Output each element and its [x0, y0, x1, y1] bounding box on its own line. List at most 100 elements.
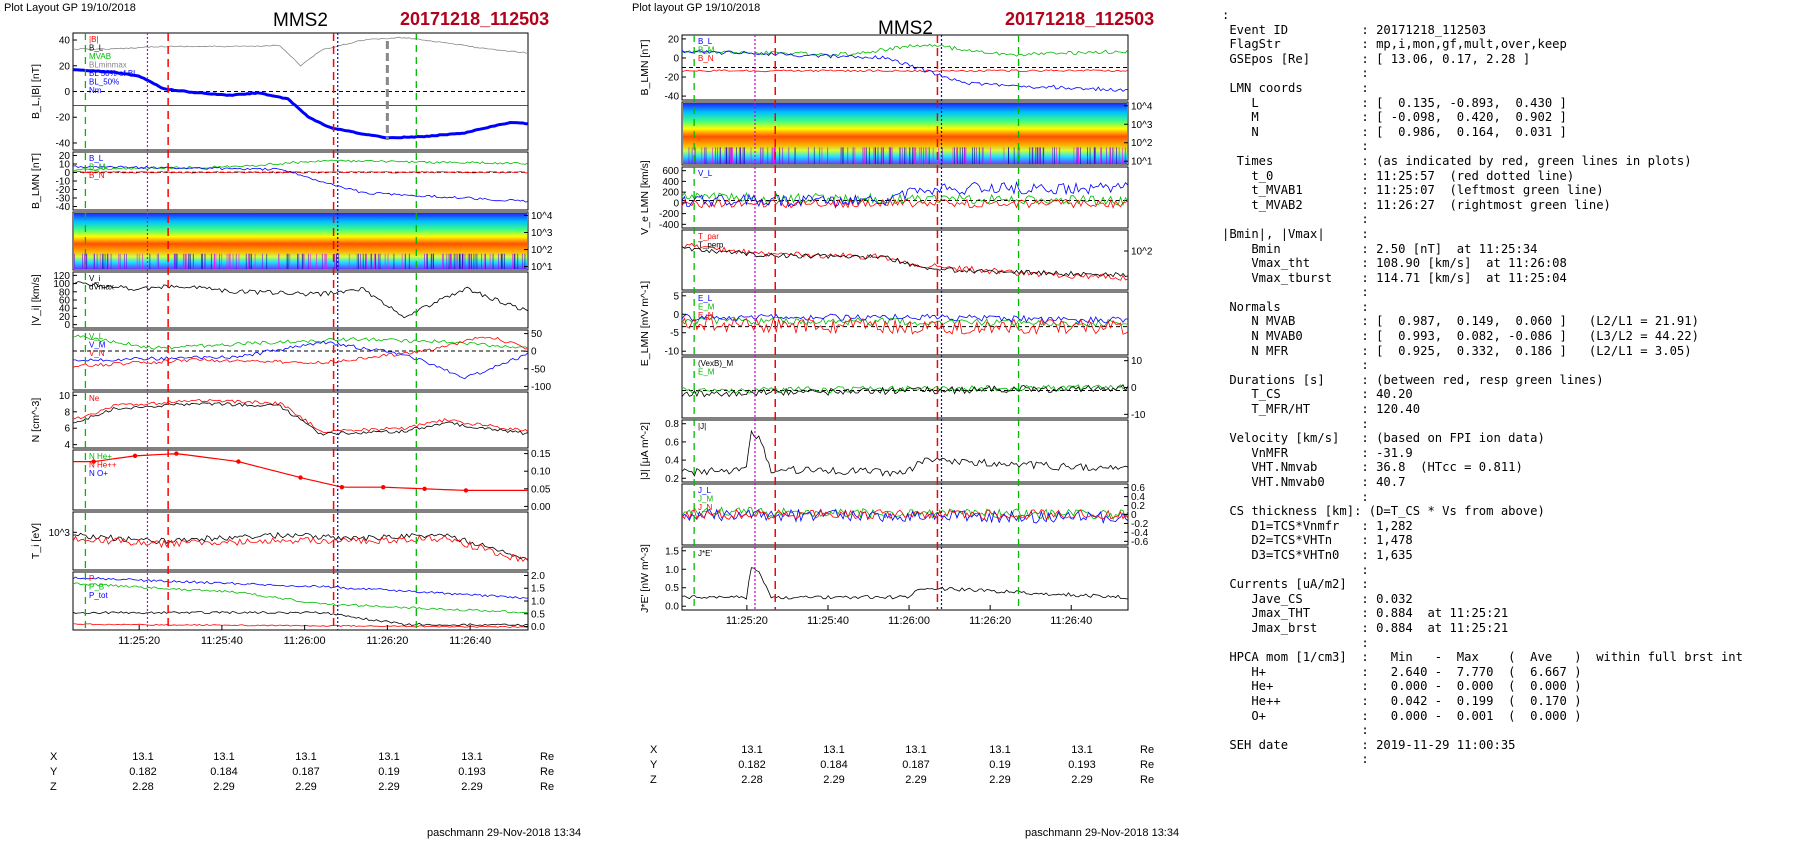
ephemeris-row-label: Y: [50, 766, 58, 778]
legend-entry: T_par: [698, 232, 719, 241]
panel-frame: [681, 229, 1129, 291]
mid-panel-4: 5 0 -5 -10 E_LMN [mV m^-1] E_LE_ME_N: [639, 281, 1129, 366]
y-tick-label: -20: [56, 185, 71, 196]
y-tick-label: 0.0: [531, 622, 545, 633]
y-tick-label: 120: [53, 271, 70, 282]
left-trace-8-2: [72, 611, 529, 627]
y-axis-label: Energy (eV): [1159, 105, 1160, 161]
ephemeris-value: 0.19: [378, 766, 400, 778]
x-tick-label: 11:26:40: [1050, 615, 1092, 627]
y-tick-label: 0: [64, 87, 70, 98]
mid-panel-6: 0.8 0.6 0.4 0.2 |J| [μA m^-2] |J|: [639, 419, 1129, 485]
ephemeris-unit: Re: [1140, 744, 1155, 756]
mid-trace-2-0: [681, 191, 1129, 207]
legend-entry: E_L: [698, 294, 713, 303]
mid-panel-1: 10^4 10^3 10^2 10^1 Energy (eV): [681, 101, 1160, 168]
panel-frame: [72, 449, 529, 511]
left-event-title: 20171218_112503: [400, 9, 550, 29]
left-trace-5-0: [72, 398, 529, 433]
left-panel-4: 50 0 -50 -100 V_i LMN [km/s] V_LV_MV_N: [72, 324, 560, 396]
legend-entry: J_N: [698, 503, 712, 512]
legend-entry: N He+: [89, 452, 112, 461]
data-point: [339, 485, 345, 490]
y-tick-label: 10^3: [1131, 120, 1153, 131]
data-point: [422, 486, 427, 491]
y-tick-label: 10^4: [1131, 101, 1153, 112]
y-axis-label: T_e [eV]: [1159, 240, 1160, 280]
legend-entry: Nm: [89, 86, 102, 95]
y-axis-label: B_L,|B| [nT]: [30, 64, 42, 119]
x-tick-label: 11:26:00: [888, 615, 930, 627]
y-axis-label: V_i LMN [km/s]: [559, 324, 560, 395]
y-axis-label: T_i [eV]: [30, 523, 42, 559]
y-tick-label: 4: [64, 440, 70, 451]
ephemeris-value: 0.184: [210, 766, 238, 778]
legend-entry: J_M: [698, 495, 713, 504]
y-tick-label: 0: [531, 347, 537, 358]
ephemeris-unit: Re: [540, 766, 555, 778]
ephemeris-unit: Re: [1140, 774, 1155, 786]
data-point: [463, 488, 469, 493]
x-tick-label: 11:25:20: [726, 615, 768, 627]
y-tick-label: -40: [56, 202, 71, 213]
mid-trace-3-0: [681, 242, 1129, 281]
legend-entry: B_M: [89, 163, 106, 172]
legend-entry: (VexB)_M: [698, 359, 733, 368]
y-tick-label: 20: [59, 312, 71, 323]
ephemeris-value: 13.1: [905, 744, 927, 756]
legend-entry: E_M: [698, 303, 715, 312]
middle-stackplot: 200-20-40B_LMN [nT] B_LB_MB_N10^410^310^2…: [639, 34, 1160, 627]
y-tick-label: 0.4: [665, 456, 679, 467]
ephemeris-value: 2.28: [741, 774, 763, 786]
panel-frame: [681, 291, 1129, 356]
y-tick-label: 10^1: [531, 262, 553, 273]
left-panel-2: 10^4 10^3 10^2 10^1 Energy (eV): [72, 211, 560, 273]
mid-panel-7: 0.60.40.20-0.2-0.4-0.6 J [μA m^-2] J_LJ_MJ…: [681, 483, 1160, 548]
legend-entry: T_perp: [698, 241, 724, 250]
mid-trace-2-2: [681, 180, 1129, 208]
y-tick-label: -0.2: [1131, 519, 1149, 530]
mid-panel-8: 1.5 1.0 0.5 0.0 J*E' [nW m^-3] J*E': [639, 544, 1129, 613]
y-axis-label: P [nPa]: [559, 584, 560, 618]
data-point: [298, 475, 303, 480]
mid-trace-0-1: [681, 69, 1129, 73]
y-tick-label: -10: [1131, 410, 1146, 421]
x-tick-label: 11:26:40: [449, 635, 491, 647]
y-tick-label: 40: [59, 36, 71, 47]
ephemeris-value: 13.1: [213, 751, 235, 763]
ephemeris-value: 0.182: [738, 759, 766, 771]
ephemeris-value: 13.1: [1071, 744, 1093, 756]
legend-entry: B_L: [89, 44, 104, 53]
y-axis-label: B_LMN [nT]: [639, 39, 651, 95]
legend-entry: V_L: [89, 332, 104, 341]
left-trace-1-1: [72, 170, 529, 174]
left-panel-0: 40 20 0 -20 -40 B_L,|B| [nT] |B|B_LMVABBLminma…: [30, 32, 529, 151]
left-trace-0-0: [72, 36, 529, 67]
left-trace-7-0: [72, 531, 529, 561]
left-trace-4-0: [72, 334, 529, 350]
panel-frame: [72, 329, 529, 391]
left-trace-7-1: [72, 534, 529, 562]
y-tick-label: -10: [665, 347, 680, 358]
y-axis-label: B_LMN [nT]: [30, 153, 42, 209]
y-tick-label: 0: [673, 198, 679, 209]
y-tick-label: 0: [673, 310, 679, 321]
y-tick-label: 10^1: [1131, 157, 1153, 168]
ephemeris-row-label: Z: [650, 774, 657, 786]
legend-entry: N He++: [89, 461, 117, 470]
legend-entry: B_N: [698, 54, 714, 63]
mid-panel-0: 20 0 -20 -40 B_LMN [nT] B_LB_MB_N: [639, 34, 1129, 103]
y-tick-label: 10^2: [531, 245, 553, 256]
panel-frame: [681, 101, 1129, 166]
y-tick-label: 100: [53, 279, 70, 290]
y-axis-label: V_e LMN [km/s]: [639, 160, 651, 235]
y-tick-label: 80: [59, 287, 71, 298]
legend-entry: B_L: [89, 154, 104, 163]
y-tick-label: 1.5: [665, 546, 679, 557]
left-spacecraft-title: MMS2: [273, 10, 328, 31]
x-tick-label: 11:25:20: [118, 635, 160, 647]
y-tick-label: -5: [670, 328, 679, 339]
ephemeris-value: 2.29: [378, 781, 400, 793]
y-tick-label: 20: [59, 151, 71, 162]
